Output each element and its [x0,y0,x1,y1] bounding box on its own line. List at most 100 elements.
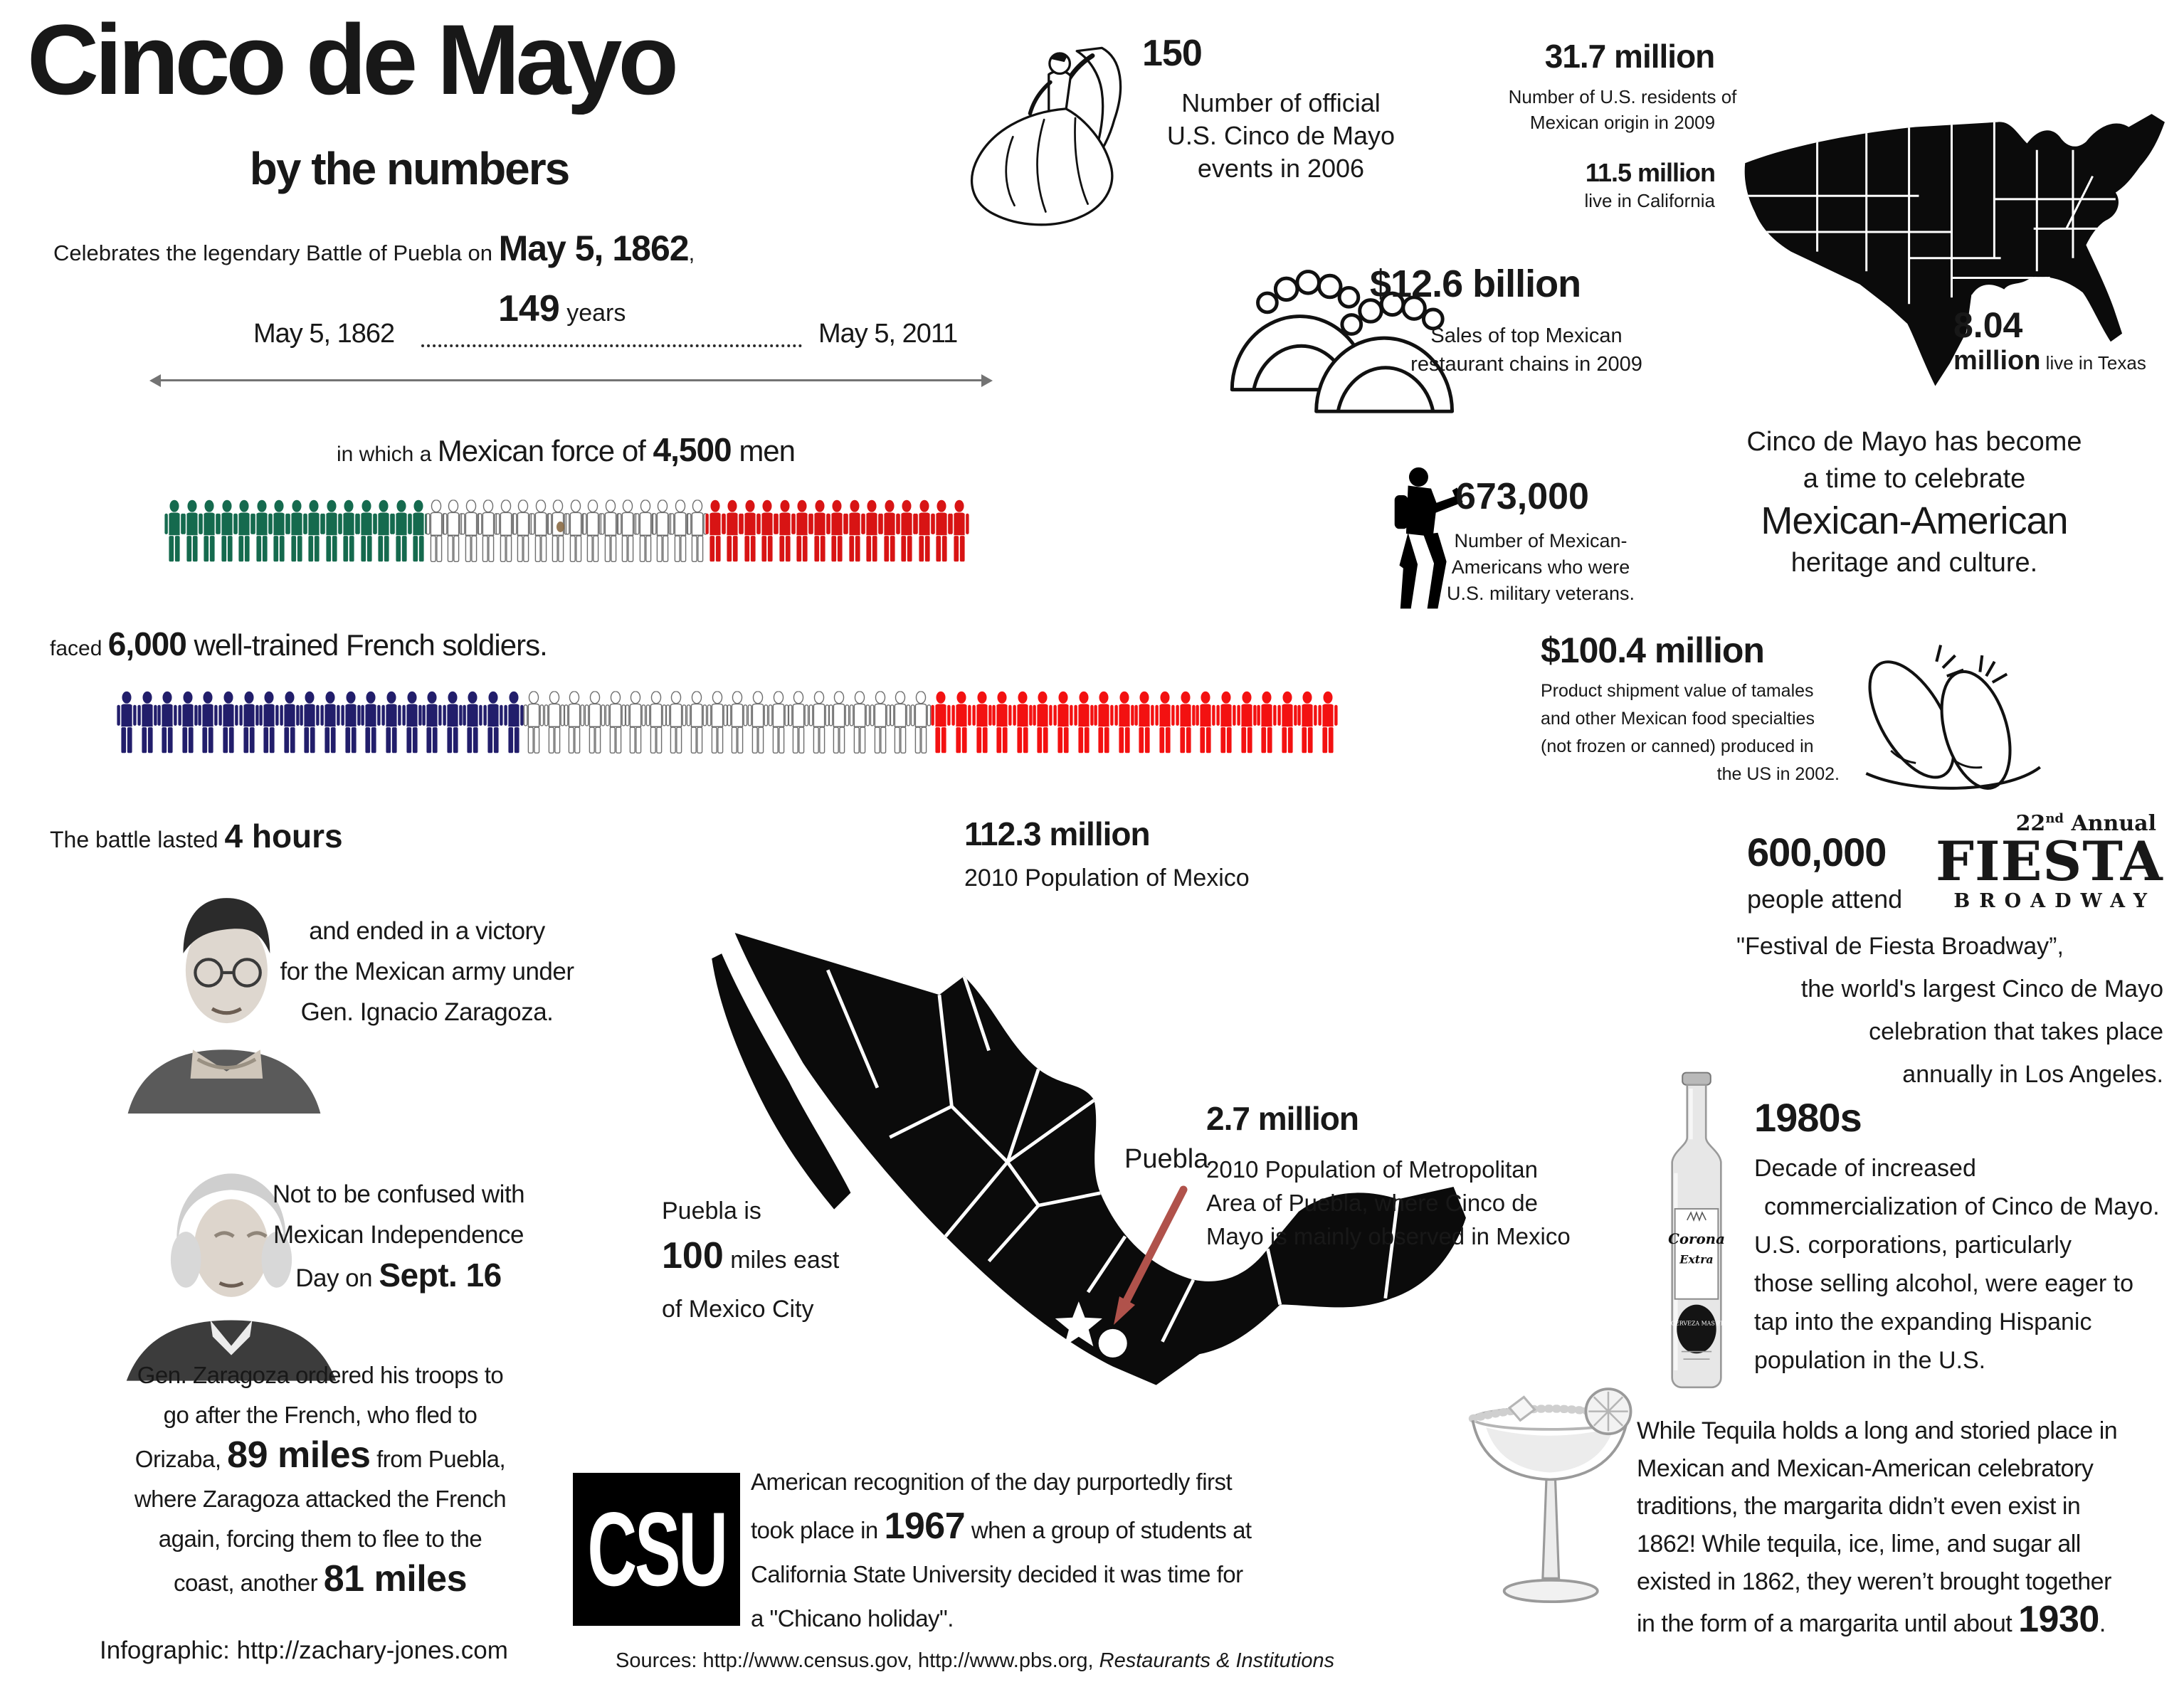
person-icon [1317,685,1339,760]
person-icon [870,685,891,760]
pursuit-paragraph: Gen. Zaragoza ordered his troops to go a… [134,1362,507,1599]
svg-text:Extra: Extra [1679,1253,1713,1266]
tamales-number: $100.4 million [1541,630,1765,670]
residents-number: 31.7 million [1544,38,1716,75]
timeline-dotted-line [421,344,802,347]
puebla-population-caption: 2010 Population of Metropolitan Area of … [1206,1156,1571,1249]
person-icon [910,685,932,760]
texas-caption: live in Texas [2040,352,2146,374]
person-icon [1195,685,1216,760]
person-icon [1012,685,1033,760]
distance-100-miles: 100 [662,1235,724,1276]
fiesta-attend-label: people attend [1747,884,1903,914]
sources-publication: Restaurants & Institutions [1099,1649,1335,1672]
person-icon [401,685,423,760]
mexico-map [708,933,1466,1385]
zaragoza-portrait [127,898,321,1114]
person-icon [991,685,1013,760]
person-icon [1154,685,1176,760]
page-title: Cinco de Mayo [27,4,679,115]
person-icon [625,685,646,760]
fiesta-attendance-number: 600,000 [1747,830,1887,874]
person-icon [1175,685,1196,760]
person-icon [442,685,463,760]
arrow-right-icon [981,374,993,387]
person-icon [1032,685,1053,760]
person-icon [238,685,260,760]
person-icon [930,685,951,760]
person-icon [808,685,830,760]
timeline-start-label: May 5, 1862 [253,319,395,349]
tamales-illustration [1865,645,2041,790]
intro-line: Celebrates the legendary Battle of Puebl… [53,228,695,268]
person-icon [421,685,443,760]
person-icon [1114,685,1135,760]
person-icon [381,685,402,760]
person-icon [137,685,158,760]
french-force-heading: faced 6,000 well-trained French soldiers… [50,625,548,662]
distance-81-miles: 81 miles [323,1558,468,1599]
svg-text:LA CERVEZA MAS FINA: LA CERVEZA MAS FINA [1661,1321,1731,1327]
margarita-year: 1930 [2018,1599,2099,1640]
person-icon [951,685,972,760]
sources-line: Sources: http://www.census.gov, http://w… [616,1649,1335,1672]
page-subtitle: by the numbers [249,143,571,194]
person-icon [1134,685,1155,760]
taco-illustration [1230,270,1455,413]
person-icon [218,685,239,760]
csu-paragraph: American recognition of the day purporte… [751,1469,1252,1632]
person-icon [360,685,381,760]
timeline-duration: 149 years [498,288,626,329]
texas-stat: 8.04 million live in Texas [1953,305,2146,376]
battle-duration-line: The battle lasted 4 hours [50,818,343,855]
puebla-distance-block: Puebla is 100 miles east of Mexico City [662,1197,840,1323]
person-icon [1256,685,1277,760]
tequila-paragraph: While Tequila holds a long and storied p… [1637,1417,2118,1640]
arrow-left-icon [149,374,161,387]
person-icon [788,685,809,760]
person-icon [116,685,137,760]
restaurant-sales-caption: Sales of top Mexican restaurant chains i… [1410,324,1642,376]
person-icon [564,685,585,760]
veterans-number: 673,000 [1455,476,1589,517]
person-icon [949,494,970,568]
person-icon [482,685,504,760]
person-icon [605,685,626,760]
person-icon [1277,685,1298,760]
person-icon [177,685,199,760]
person-icon [1236,685,1257,760]
person-icon [279,685,300,760]
fiesta-broadway-logo: 22nd Annual FIESTA BROADWAY [1936,811,2163,912]
csu-year: 1967 [884,1506,966,1547]
person-icon [1297,685,1318,760]
person-icon [299,685,320,760]
independence-date: Sept. 16 [379,1257,502,1294]
person-icon [462,685,483,760]
person-icon [828,685,850,760]
events-number: 150 [1142,33,1203,74]
timeline-end-label: May 5, 2011 [818,319,958,349]
csu-logo: CSU [573,1473,740,1626]
puebla-pointer-arrow [1114,1185,1188,1325]
folklorico-dancer-illustration [970,46,1122,226]
texas-number: 8.04 [1953,305,2023,345]
person-icon [890,685,911,760]
french-army-pictograph-row [116,684,1338,760]
restaurant-sales-number: $12.6 billion [1370,263,1581,305]
person-icon [157,685,178,760]
eighties-caption: Decade of increased commercialization of… [1754,1155,2160,1374]
person-icon [340,685,362,760]
person-icon [1053,685,1074,760]
eighties-number: 1980s [1754,1095,1862,1140]
mexican-army-pictograph-row [164,493,966,568]
person-icon [258,685,280,760]
hidalgo-portrait [126,1173,337,1381]
person-icon [849,685,870,760]
intro-text: Celebrates the legendary Battle of Puebl… [53,240,499,265]
puebla-marker-dot [1098,1328,1127,1358]
person-icon [768,685,789,760]
distance-89-miles: 89 miles [227,1434,371,1476]
credit-line: Infographic: http://zachary-jones.com [100,1636,508,1664]
puebla-population-number: 2.7 million [1206,1100,1359,1137]
person-icon [707,685,728,760]
